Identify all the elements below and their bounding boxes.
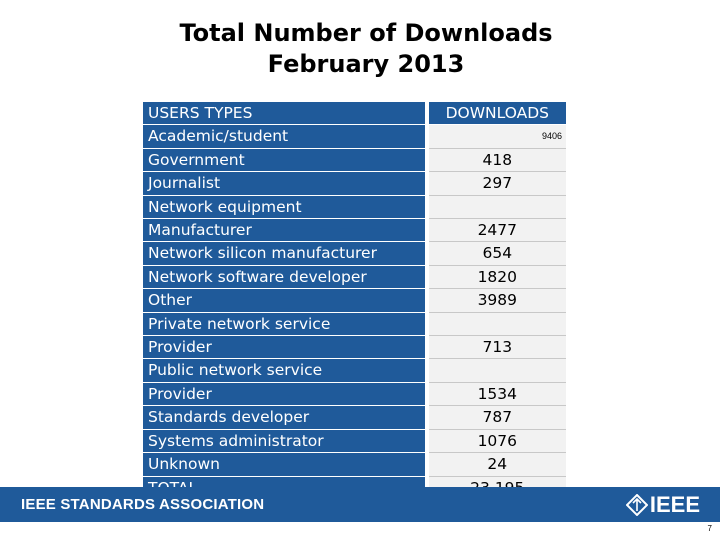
- table-row: Network silicon manufacturer 654: [143, 241, 566, 266]
- downloads-cell: [426, 312, 566, 337]
- user-type-cell: Other: [143, 288, 429, 313]
- ieee-logo: IEEE: [625, 487, 700, 522]
- user-type-cell: Unknown: [143, 452, 429, 477]
- table-row: Unknown 24: [143, 452, 566, 477]
- user-type-cell: Standards developer: [143, 405, 429, 430]
- ieee-diamond-icon: [625, 493, 648, 516]
- page-number: 7: [707, 524, 712, 533]
- slide-title-line-1: Total Number of Downloads: [179, 19, 553, 47]
- downloads-cell: 787: [426, 405, 566, 430]
- user-type-cell: Network silicon manufacturer: [143, 241, 429, 266]
- footer-association-name: IEEE STANDARDS ASSOCIATION: [21, 496, 265, 513]
- slide-title: Total Number of Downloads February 2013: [0, 18, 720, 80]
- downloads-cell: 2477: [426, 218, 566, 243]
- ieee-logo-text: IEEE: [649, 492, 700, 517]
- table-row: Network equipment: [143, 195, 566, 220]
- downloads-cell: 24: [426, 452, 566, 477]
- downloads-cell: 418: [426, 148, 566, 173]
- downloads-cell: 654: [426, 241, 566, 266]
- downloads-cell: 1076: [426, 429, 566, 454]
- user-type-cell: Manufacturer: [143, 218, 429, 243]
- downloads-table: USERS TYPES DOWNLOADS Academic/student 9…: [143, 102, 566, 500]
- downloads-cell: 9406: [426, 124, 566, 149]
- table-row: Manufacturer 2477: [143, 218, 566, 243]
- table-row: Private network service: [143, 312, 566, 337]
- downloads-cell: 1820: [426, 265, 566, 290]
- user-type-cell: Private network service: [143, 312, 429, 337]
- downloads-cell: [426, 358, 566, 383]
- user-type-cell: Systems administrator: [143, 429, 429, 454]
- table-row: Systems administrator 1076: [143, 429, 566, 454]
- user-type-cell: Public network service: [143, 358, 429, 383]
- user-type-cell: Journalist: [143, 171, 429, 196]
- table-row: Government 418: [143, 148, 566, 173]
- downloads-cell: 713: [426, 335, 566, 360]
- downloads-cell: [426, 195, 566, 220]
- table-header-row: USERS TYPES DOWNLOADS: [143, 102, 566, 126]
- table-row: Other 3989: [143, 288, 566, 313]
- user-type-cell: Network equipment: [143, 195, 429, 220]
- table-row: Standards developer 787: [143, 405, 566, 430]
- table-row: Journalist 297: [143, 171, 566, 196]
- header-users-types: USERS TYPES: [143, 102, 429, 126]
- downloads-cell: 3989: [426, 288, 566, 313]
- user-type-cell: Network software developer: [143, 265, 429, 290]
- footer-bar: IEEE STANDARDS ASSOCIATION IEEE: [0, 487, 720, 522]
- user-type-cell: Provider: [143, 335, 429, 360]
- downloads-cell: 297: [426, 171, 566, 196]
- table-row: Public network service: [143, 358, 566, 383]
- table-row: Provider 1534: [143, 382, 566, 407]
- table-row: Academic/student 9406: [143, 124, 566, 149]
- downloads-cell: 1534: [426, 382, 566, 407]
- slide-title-line-2: February 2013: [267, 50, 465, 78]
- table-row: Network software developer 1820: [143, 265, 566, 290]
- user-type-cell: Government: [143, 148, 429, 173]
- table-row: Provider 713: [143, 335, 566, 360]
- user-type-cell: Academic/student: [143, 124, 429, 149]
- user-type-cell: Provider: [143, 382, 429, 407]
- header-downloads: DOWNLOADS: [426, 102, 566, 126]
